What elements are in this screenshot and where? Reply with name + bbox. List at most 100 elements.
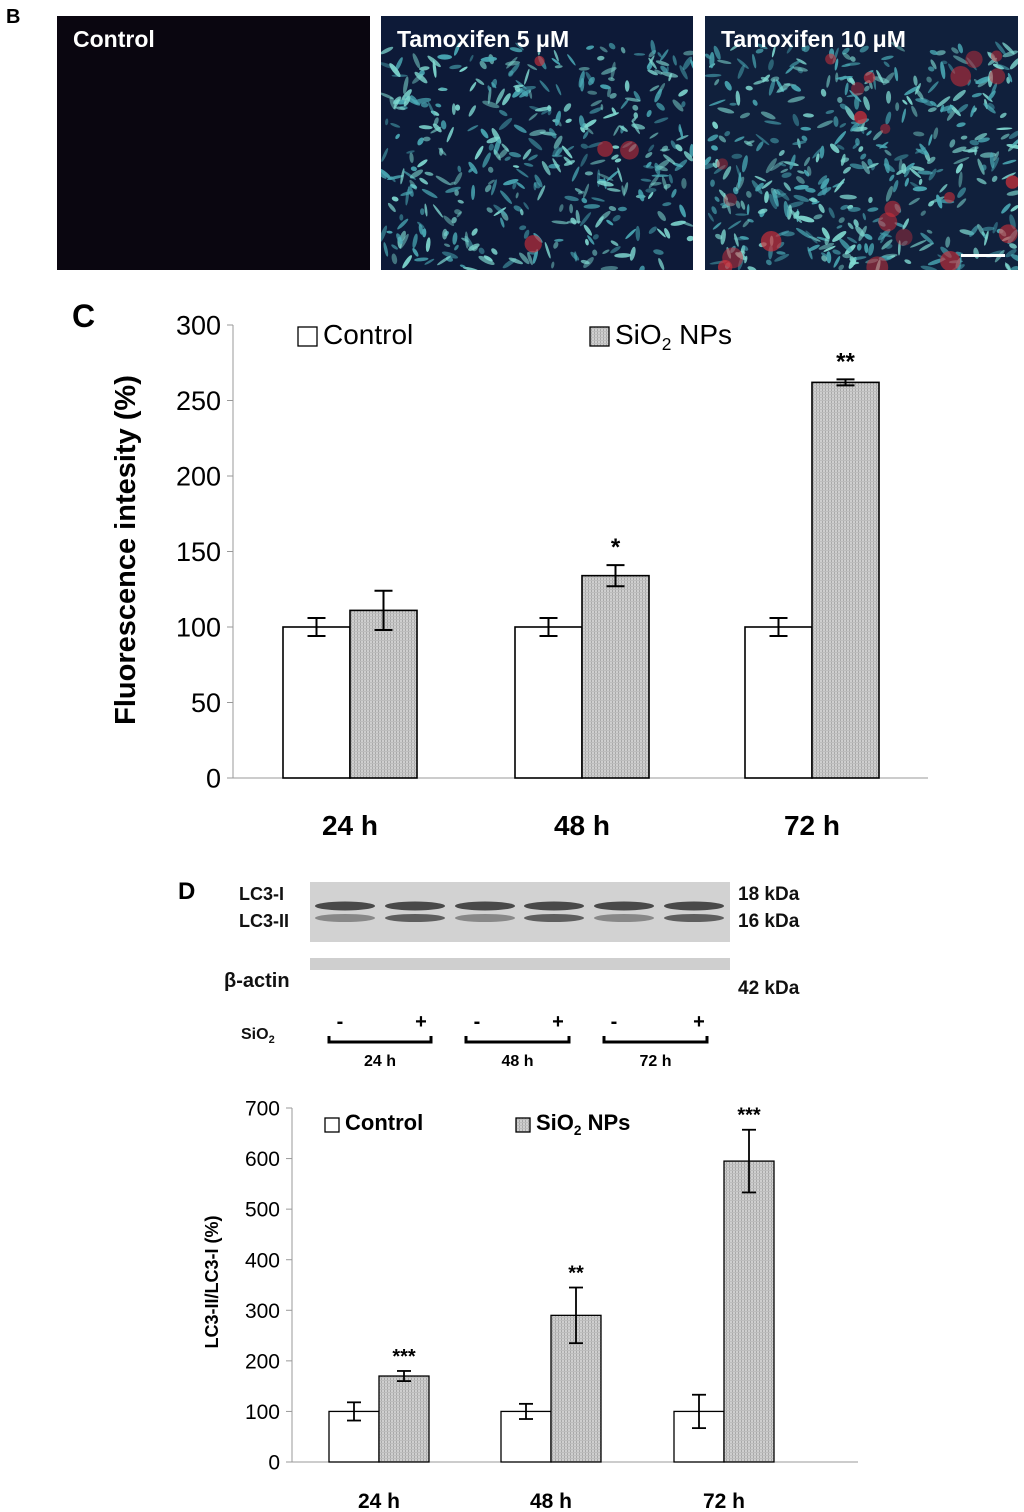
cell-mark: [483, 255, 493, 262]
cell-mark: [509, 47, 523, 53]
cell-mark: [889, 174, 895, 182]
cell-mark: [427, 101, 436, 117]
cell-mark: [632, 104, 639, 111]
cell-mark: [1001, 203, 1011, 214]
cell-mark: [401, 89, 412, 102]
cell-mark: [849, 261, 860, 265]
cell-mark: [918, 178, 923, 186]
cell-mark: [479, 60, 487, 70]
cell-mark: [648, 226, 657, 234]
cell-mark: [653, 249, 664, 255]
cell-mark: [654, 69, 663, 75]
cell-mark: [432, 204, 444, 218]
cell-mark: [679, 204, 686, 218]
cell-mark: [856, 243, 862, 251]
cell-mark: [999, 112, 1007, 119]
red-fluorescence-mark: [940, 250, 961, 270]
cell-mark: [802, 113, 814, 118]
cell-mark: [760, 76, 770, 82]
band-label-lc3-ii: LC3-II: [239, 911, 290, 931]
cell-mark: [917, 170, 933, 175]
cell-mark: [843, 166, 852, 174]
cell-mark: [818, 242, 835, 250]
cell-mark: [902, 218, 910, 230]
cell-mark: [420, 208, 425, 216]
cell-mark: [621, 185, 625, 197]
cell-mark: [977, 223, 985, 236]
cell-mark: [850, 122, 860, 132]
cell-mark: [746, 140, 755, 145]
cell-mark: [592, 249, 598, 256]
cell-mark: [407, 186, 414, 197]
cell-mark: [610, 240, 619, 247]
cell-mark: [590, 159, 606, 165]
lane-sign-plus: +: [552, 1011, 564, 1033]
red-fluorescence-mark: [524, 235, 542, 253]
lane-annotations: - + - + - +24 h 48 h 72 h: [327, 1011, 709, 1070]
cell-mark: [819, 145, 825, 159]
cell-mark: [920, 232, 934, 245]
cell-mark: [480, 128, 489, 139]
cell-mark: [834, 58, 839, 71]
cell-mark: [390, 122, 401, 128]
cell-mark: [821, 227, 830, 240]
cell-mark: [515, 42, 524, 51]
cell-mark: [566, 145, 575, 152]
cell-mark: [487, 86, 492, 105]
cell-mark: [515, 80, 527, 89]
cell-mark: [807, 165, 812, 176]
cell-mark: [553, 135, 563, 149]
cell-mark: [629, 246, 636, 261]
significance-marker: **: [568, 1263, 584, 1285]
lane-sign-minus: -: [337, 1011, 344, 1033]
cell-mark: [631, 123, 646, 130]
cell-mark: [410, 95, 419, 105]
cell-mark: [820, 88, 827, 97]
cell-mark: [381, 225, 388, 243]
cell-mark: [805, 230, 818, 244]
cell-mark: [715, 233, 723, 240]
cell-mark: [527, 252, 533, 266]
cell-mark: [740, 200, 746, 210]
cell-mark: [672, 99, 684, 112]
cell-mark: [833, 256, 841, 268]
lane-group-label: 24 h: [364, 1053, 396, 1070]
cell-mark: [500, 217, 505, 228]
cell-mark: [554, 238, 564, 242]
cell-mark: [885, 111, 892, 125]
cell-mark: [912, 186, 928, 192]
cell-mark: [459, 264, 466, 268]
cell-mark: [909, 181, 922, 190]
x-tick-label: 48 h: [530, 1490, 572, 1512]
cell-mark: [956, 122, 966, 128]
cell-mark: [645, 152, 653, 159]
cell-mark: [613, 125, 620, 136]
cell-mark: [389, 63, 401, 78]
cell-mark: [904, 177, 910, 187]
cell-mark: [772, 190, 779, 207]
cell-mark: [491, 248, 498, 255]
cell-mark: [457, 199, 464, 204]
cell-mark: [614, 158, 622, 163]
cell-mark: [786, 44, 794, 54]
micrograph-control-label: Control: [73, 26, 155, 52]
cell-mark: [919, 143, 929, 156]
cell-mark: [619, 125, 628, 132]
cell-mark: [582, 131, 589, 140]
cell-mark: [850, 56, 856, 62]
cell-mark: [981, 164, 987, 171]
cell-mark: [639, 265, 645, 270]
cell-mark: [796, 176, 805, 184]
red-fluorescence-mark: [878, 212, 898, 232]
cell-mark: [395, 133, 400, 140]
cell-mark: [849, 163, 865, 170]
cell-mark: [864, 243, 869, 254]
cell-mark: [418, 224, 424, 235]
cell-mark: [574, 251, 578, 262]
cell-mark: [468, 105, 476, 117]
cell-mark: [757, 208, 768, 214]
cell-mark: [409, 152, 414, 164]
lc3-ii-band: [594, 914, 654, 922]
cell-mark: [580, 77, 585, 92]
cell-mark: [528, 154, 538, 161]
